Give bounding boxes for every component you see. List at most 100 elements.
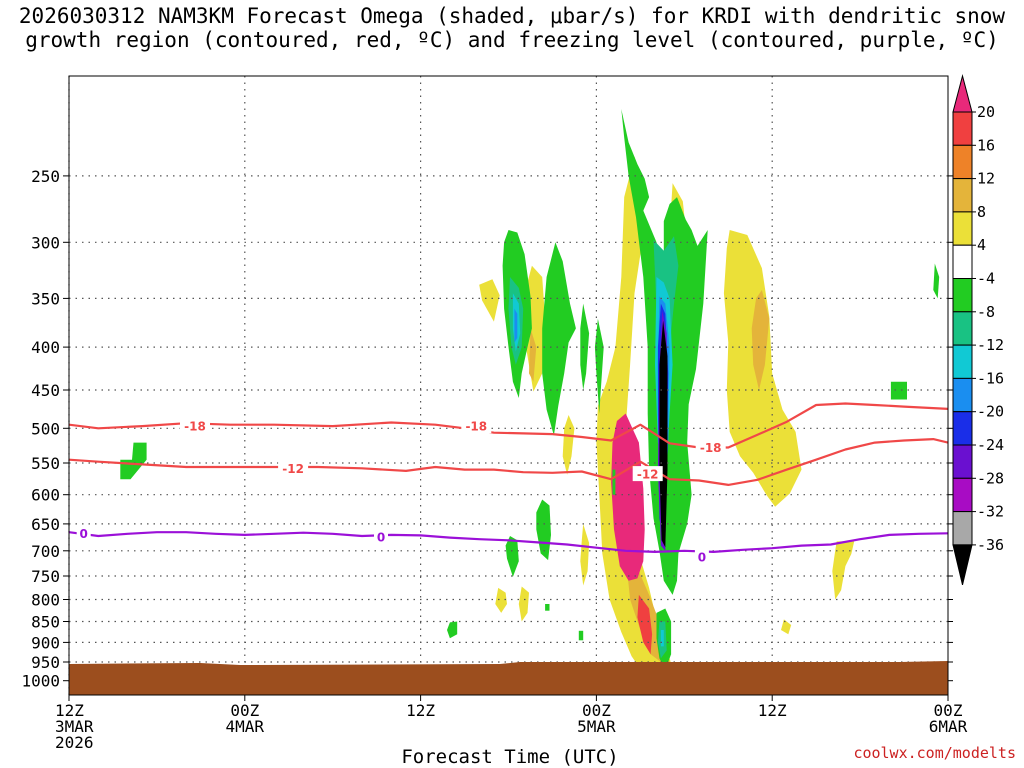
colorbar-cap-top [952, 74, 973, 113]
x-tick-label-36-0: 00Z [582, 701, 611, 720]
colorbar-label-6: -8 [977, 303, 995, 321]
x-tick-label-36-1: 5MAR [577, 717, 616, 736]
colorbar-label-13: -36 [977, 536, 1004, 554]
omega-region-21 [536, 499, 551, 561]
x-tick-label-48-0: 12Z [758, 701, 787, 720]
contour-label-freezing-level-1: 0 [377, 531, 385, 545]
omega-region-8 [580, 523, 590, 586]
y-tick-label-700: 700 [31, 542, 60, 561]
omega-region-12 [529, 328, 537, 382]
omega-region-10 [781, 619, 792, 635]
colorbar-label-0: 20 [977, 103, 995, 121]
contour-label-dgz-minus12-0: -12 [282, 462, 304, 476]
contour-label-bg-freezing-level-1 [374, 529, 388, 545]
omega-region-22 [505, 536, 519, 577]
y-tick-label-600: 600 [31, 486, 60, 505]
contour-label-bg-dgz-minus12-1 [632, 466, 663, 482]
contour-label-bg-freezing-level-0 [76, 525, 91, 541]
y-tick-label-550: 550 [31, 454, 60, 473]
site-credit: coolwx.com/modelts [853, 744, 1016, 762]
omega-region-5 [562, 415, 575, 475]
omega-region-15 [611, 413, 645, 581]
contour-label-dgz-minus18-1: -18 [465, 420, 487, 434]
omega-region-3 [479, 279, 500, 322]
chart-title: 2026030312 NAM3KM Forecast Omega (shaded… [18, 4, 1006, 52]
omega-region-0 [596, 156, 673, 678]
y-tick-label-850: 850 [31, 613, 60, 632]
omega-region-37 [514, 308, 518, 343]
colorbar-swatch-7 [952, 311, 973, 346]
colorbar-cap-bottom [952, 544, 973, 586]
colorbar-label-5: -4 [977, 270, 995, 288]
colorbar-label-3: 8 [977, 203, 986, 221]
contour-label-freezing-level-2: 0 [698, 551, 706, 565]
colorbar-swatch-1 [952, 111, 973, 146]
omega-region-27 [545, 604, 550, 611]
omega-region-7 [518, 586, 529, 622]
colorbar-swatch-13 [952, 511, 973, 546]
contour-label-dgz-minus18-0: -18 [184, 420, 206, 434]
contour-label-bg-dgz-minus18-1 [461, 418, 492, 434]
colorbar: 20 16 12 8 4 -4 -8 -12 -16 -20 -24 -28 -32 -36 [952, 74, 1004, 586]
y-tick-label-250: 250 [31, 167, 60, 186]
axes: 2503003504004505005506006507007508008509… [21, 167, 967, 752]
x-tick-label-24-0: 12Z [406, 701, 435, 720]
temperature-contours: -18 -18 -18 -12 -12 0 0 0 [69, 402, 948, 565]
contour-label-dgz-minus12-1: -12 [637, 468, 659, 482]
colorbar-swatch-2 [952, 144, 973, 180]
colorbar-label-12: -32 [977, 503, 1004, 521]
colorbar-swatch-5 [952, 244, 973, 279]
contour-label-dgz-minus18-2: -18 [700, 441, 722, 455]
colorbar-swatch-3 [952, 178, 973, 213]
omega-region-20 [594, 318, 604, 414]
colorbar-label-10: -24 [977, 436, 1004, 454]
y-tick-label-650: 650 [31, 515, 60, 534]
omega-region-19 [580, 303, 590, 390]
y-tick-label-300: 300 [31, 233, 60, 252]
colorbar-label-11: -28 [977, 469, 1004, 487]
y-tick-label-750: 750 [31, 567, 60, 586]
contour-label-bg-dgz-minus12-0 [278, 460, 309, 476]
colorbar-label-9: -20 [977, 403, 1004, 421]
omega-region-23 [120, 442, 147, 480]
colorbar-label-1: 16 [977, 136, 995, 154]
contour-label-bg-dgz-minus18-2 [695, 439, 726, 455]
colorbar-swatch-12 [952, 477, 973, 513]
colorbar-swatch-8 [952, 344, 973, 379]
y-tick-label-350: 350 [31, 289, 60, 308]
colorbar-label-7: -12 [977, 336, 1004, 354]
omega-region-14 [637, 594, 653, 655]
x-tick-label-60-0: 00Z [934, 701, 963, 720]
omega-region-25 [890, 381, 907, 400]
omega-region-41 [659, 320, 668, 548]
x-axis-label: Forecast Time (UTC) [401, 746, 619, 768]
plot-background [69, 76, 948, 695]
x-tick-label-0-0: 12Z [55, 701, 84, 720]
contour-label-freezing-level-0: 0 [80, 527, 88, 541]
y-tick-label-500: 500 [31, 419, 60, 438]
terrain-ground [69, 661, 948, 695]
y-tick-label-950: 950 [31, 653, 60, 672]
y-tick-label-800: 800 [31, 591, 60, 610]
colorbar-swatch-9 [952, 377, 973, 413]
colorbar-label-4: 4 [977, 236, 986, 254]
y-tick-label-450: 450 [31, 381, 60, 400]
x-tick-label-12-1: 4MAR [226, 717, 265, 736]
plot-frame [68, 75, 949, 696]
colorbar-label-2: 12 [977, 170, 995, 188]
omega-region-6 [495, 587, 507, 613]
x-tick-label-60-1: 6MAR [929, 717, 968, 736]
contour-dgz-minus18 [69, 402, 948, 449]
omega-region-30 [578, 630, 584, 641]
colorbar-swatch-4 [952, 211, 973, 246]
omega-region-36 [660, 630, 664, 647]
contour-label-bg-dgz-minus18-0 [180, 418, 210, 434]
colorbar-swatch-6 [952, 278, 973, 313]
omega-region-9 [832, 541, 855, 600]
colorbar-swatch-11 [952, 444, 973, 479]
y-tick-label-400: 400 [31, 338, 60, 357]
omega-region-26 [447, 621, 458, 639]
x-tick-label-0-1: 3MAR [55, 717, 94, 736]
y-tick-label-900: 900 [31, 633, 60, 652]
